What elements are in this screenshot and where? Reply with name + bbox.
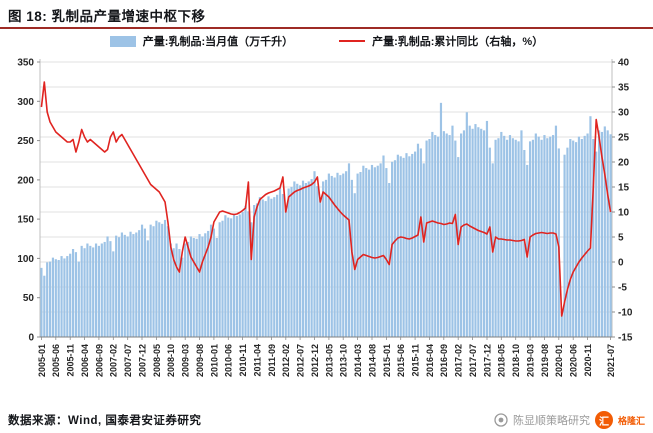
svg-text:2020-01: 2020-01 (554, 344, 564, 377)
chart-legend: 产量:乳制品:当月值（万千升） 产量:乳制品:累计同比（右轴，%） (0, 33, 653, 49)
x-axis-labels: 2005-01 2005-06 2005-11 2006-04 2006-09 2007-… (37, 337, 616, 377)
svg-text:2007-07: 2007-07 (123, 344, 133, 377)
svg-text:2006-04: 2006-04 (80, 344, 90, 377)
svg-text:2010-06: 2010-06 (224, 344, 234, 377)
svg-text:40: 40 (618, 58, 630, 69)
svg-text:25: 25 (618, 133, 630, 144)
svg-text:2009-03: 2009-03 (181, 344, 191, 377)
svg-text:250: 250 (17, 136, 34, 147)
svg-text:2012-02: 2012-02 (281, 344, 291, 377)
legend-line-swatch (339, 39, 366, 43)
svg-text:0: 0 (28, 333, 34, 344)
svg-text:2020-06: 2020-06 (569, 344, 579, 377)
svg-text:5: 5 (618, 233, 624, 244)
svg-text:2017-02: 2017-02 (454, 344, 464, 377)
svg-text:150: 150 (17, 215, 34, 226)
legend-item-bars: 产量:乳制品:当月值（万千升） (109, 33, 294, 49)
svg-text:15: 15 (618, 183, 630, 194)
chart-area: 0 50 100 150 200 250 300 350 -15 -10 -5 0 5 10 15 20 25 3… (0, 54, 653, 404)
svg-text:0: 0 (618, 258, 624, 269)
gelonghui-logo-icon: 汇 (594, 411, 613, 429)
svg-text:-10: -10 (618, 308, 633, 319)
svg-text:2005-11: 2005-11 (66, 344, 76, 377)
title-divider (0, 27, 653, 29)
svg-text:2011-04: 2011-04 (252, 344, 262, 377)
right-axis-labels: -15 -10 -5 0 5 10 15 20 25 30 35 40 (612, 58, 633, 344)
svg-text:350: 350 (17, 58, 34, 69)
watermark: 陈显顺策略研究 汇 格隆汇 (494, 411, 645, 429)
svg-text:200: 200 (17, 175, 34, 186)
svg-text:2016-04: 2016-04 (425, 344, 435, 377)
svg-text:2006-09: 2006-09 (94, 344, 104, 377)
svg-text:2011-09: 2011-09 (267, 344, 277, 377)
svg-text:2016-09: 2016-09 (439, 344, 449, 377)
legend-bar-label: 产量:乳制品:当月值（万千升） (142, 36, 294, 48)
data-source: 数据来源：Wind, 国泰君安证券研究 (8, 415, 202, 427)
svg-text:2017-12: 2017-12 (482, 344, 492, 377)
legend-line-label: 产量:乳制品:累计同比（右轴，%） (372, 36, 544, 48)
svg-text:2013-05: 2013-05 (324, 344, 334, 377)
svg-text:2018-05: 2018-05 (497, 344, 507, 377)
svg-text:300: 300 (17, 97, 34, 108)
svg-text:2013-10: 2013-10 (339, 344, 349, 377)
legend-item-line: 产量:乳制品:累计同比（右轴，%） (339, 33, 543, 49)
figure-title: 图 18: 乳制品产量增速中枢下移 (8, 9, 206, 24)
svg-text:10: 10 (618, 208, 630, 219)
svg-text:2012-12: 2012-12 (310, 344, 320, 377)
svg-text:2008-05: 2008-05 (152, 344, 162, 377)
footer: 数据来源：Wind, 国泰君安证券研究 陈显顺策略研究 汇 格隆汇 (0, 411, 653, 429)
svg-text:2019-03: 2019-03 (526, 344, 536, 377)
svg-text:2005-06: 2005-06 (51, 344, 61, 377)
svg-text:-15: -15 (618, 333, 633, 344)
line-series (40, 81, 612, 317)
svg-text:2021-07: 2021-07 (606, 344, 616, 377)
watermark-author: 陈显顺策略研究 (512, 415, 590, 427)
svg-text:35: 35 (618, 83, 630, 94)
svg-text:2018-10: 2018-10 (511, 344, 521, 377)
chart-canvas: 0 50 100 150 200 250 300 350 -15 -10 -5 0 5 10 15 20 25 3… (17, 58, 633, 378)
svg-text:-5: -5 (618, 283, 627, 294)
svg-text:2009-08: 2009-08 (195, 344, 205, 377)
svg-text:2017-07: 2017-07 (468, 344, 478, 377)
svg-text:2008-10: 2008-10 (166, 344, 176, 377)
svg-text:2020-11: 2020-11 (583, 344, 593, 377)
svg-text:2012-07: 2012-07 (296, 344, 306, 377)
camera-icon (494, 413, 508, 427)
bars-series (40, 102, 612, 338)
svg-text:2007-02: 2007-02 (109, 344, 119, 377)
svg-text:20: 20 (618, 158, 630, 169)
svg-text:2014-03: 2014-03 (353, 344, 363, 377)
svg-text:2014-08: 2014-08 (367, 344, 377, 377)
svg-text:2010-11: 2010-11 (238, 344, 248, 377)
svg-text:50: 50 (23, 293, 35, 304)
svg-text:2015-11: 2015-11 (411, 344, 421, 377)
left-axis-labels: 0 50 100 150 200 250 300 350 (17, 58, 40, 344)
svg-text:30: 30 (618, 108, 630, 119)
svg-text:2005-01: 2005-01 (37, 344, 47, 377)
svg-text:100: 100 (17, 254, 34, 265)
svg-text:2019-08: 2019-08 (540, 344, 550, 377)
svg-text:2015-06: 2015-06 (396, 344, 406, 377)
legend-bar-swatch (109, 35, 136, 47)
gelonghui-brand-name: 格隆汇 (617, 415, 645, 426)
svg-text:2015-01: 2015-01 (382, 344, 392, 377)
svg-text:2010-01: 2010-01 (209, 344, 219, 377)
svg-text:2007-12: 2007-12 (137, 344, 147, 377)
